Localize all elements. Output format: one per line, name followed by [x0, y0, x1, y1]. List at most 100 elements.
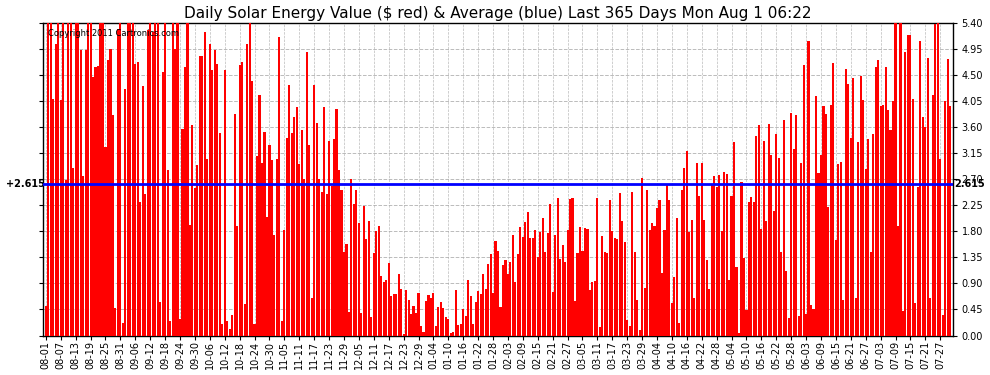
- Bar: [671, 303, 673, 336]
- Bar: [323, 107, 325, 336]
- Bar: [537, 257, 539, 336]
- Bar: [930, 298, 932, 336]
- Bar: [216, 64, 219, 336]
- Title: Daily Solar Energy Value ($ red) & Average (blue) Last 365 Days Mon Aug 1 06:22: Daily Solar Energy Value ($ red) & Avera…: [184, 6, 812, 21]
- Bar: [288, 85, 290, 336]
- Bar: [84, 50, 87, 336]
- Bar: [616, 239, 619, 336]
- Bar: [462, 309, 464, 336]
- Bar: [569, 199, 571, 336]
- Bar: [224, 70, 226, 336]
- Bar: [45, 306, 47, 336]
- Bar: [566, 230, 568, 336]
- Bar: [830, 105, 832, 336]
- Bar: [383, 282, 385, 336]
- Bar: [261, 164, 263, 336]
- Bar: [828, 207, 830, 336]
- Bar: [251, 81, 253, 336]
- Bar: [525, 222, 527, 336]
- Bar: [810, 305, 812, 336]
- Bar: [653, 225, 655, 336]
- Bar: [425, 301, 427, 336]
- Bar: [738, 333, 741, 336]
- Bar: [733, 142, 736, 336]
- Bar: [390, 296, 392, 336]
- Bar: [862, 100, 864, 336]
- Bar: [199, 56, 201, 336]
- Bar: [522, 237, 524, 336]
- Bar: [644, 288, 645, 336]
- Bar: [410, 314, 412, 336]
- Bar: [927, 58, 929, 336]
- Bar: [132, 23, 134, 336]
- Bar: [367, 221, 370, 336]
- Bar: [614, 238, 616, 336]
- Bar: [440, 302, 442, 336]
- Bar: [206, 159, 209, 336]
- Bar: [686, 151, 688, 336]
- Bar: [606, 253, 609, 336]
- Bar: [137, 62, 139, 336]
- Bar: [219, 133, 221, 336]
- Bar: [385, 280, 387, 336]
- Bar: [755, 136, 757, 336]
- Bar: [69, 23, 71, 336]
- Bar: [161, 72, 163, 336]
- Bar: [120, 23, 122, 336]
- Bar: [403, 334, 405, 336]
- Bar: [352, 204, 355, 336]
- Bar: [328, 141, 330, 336]
- Bar: [59, 100, 61, 336]
- Bar: [350, 179, 352, 336]
- Bar: [214, 50, 216, 336]
- Bar: [604, 252, 606, 336]
- Bar: [920, 40, 922, 336]
- Bar: [591, 282, 593, 336]
- Bar: [859, 76, 861, 336]
- Bar: [549, 204, 551, 336]
- Bar: [656, 207, 658, 336]
- Bar: [731, 196, 733, 336]
- Bar: [149, 23, 151, 336]
- Bar: [706, 260, 708, 336]
- Bar: [286, 138, 288, 336]
- Bar: [940, 159, 941, 336]
- Bar: [626, 320, 629, 336]
- Bar: [159, 302, 161, 336]
- Bar: [879, 106, 882, 336]
- Bar: [877, 60, 879, 336]
- Bar: [773, 211, 775, 336]
- Bar: [166, 170, 168, 336]
- Bar: [678, 322, 680, 336]
- Bar: [338, 170, 341, 336]
- Bar: [750, 197, 752, 336]
- Bar: [308, 145, 310, 336]
- Bar: [336, 109, 338, 336]
- Bar: [937, 23, 939, 336]
- Bar: [64, 180, 66, 336]
- Bar: [666, 184, 668, 336]
- Bar: [507, 274, 509, 336]
- Bar: [171, 23, 173, 336]
- Bar: [742, 258, 745, 336]
- Bar: [949, 106, 951, 336]
- Bar: [527, 211, 529, 336]
- Bar: [174, 48, 176, 336]
- Bar: [266, 217, 268, 336]
- Bar: [634, 252, 636, 336]
- Bar: [278, 37, 280, 336]
- Bar: [89, 23, 92, 336]
- Bar: [303, 179, 305, 336]
- Bar: [140, 202, 142, 336]
- Bar: [301, 130, 303, 336]
- Bar: [683, 168, 685, 336]
- Bar: [619, 193, 621, 336]
- Bar: [87, 23, 89, 336]
- Bar: [127, 23, 129, 336]
- Bar: [110, 49, 112, 336]
- Bar: [380, 276, 382, 336]
- Bar: [281, 321, 283, 336]
- Bar: [48, 23, 50, 336]
- Bar: [125, 89, 127, 336]
- Bar: [611, 231, 614, 336]
